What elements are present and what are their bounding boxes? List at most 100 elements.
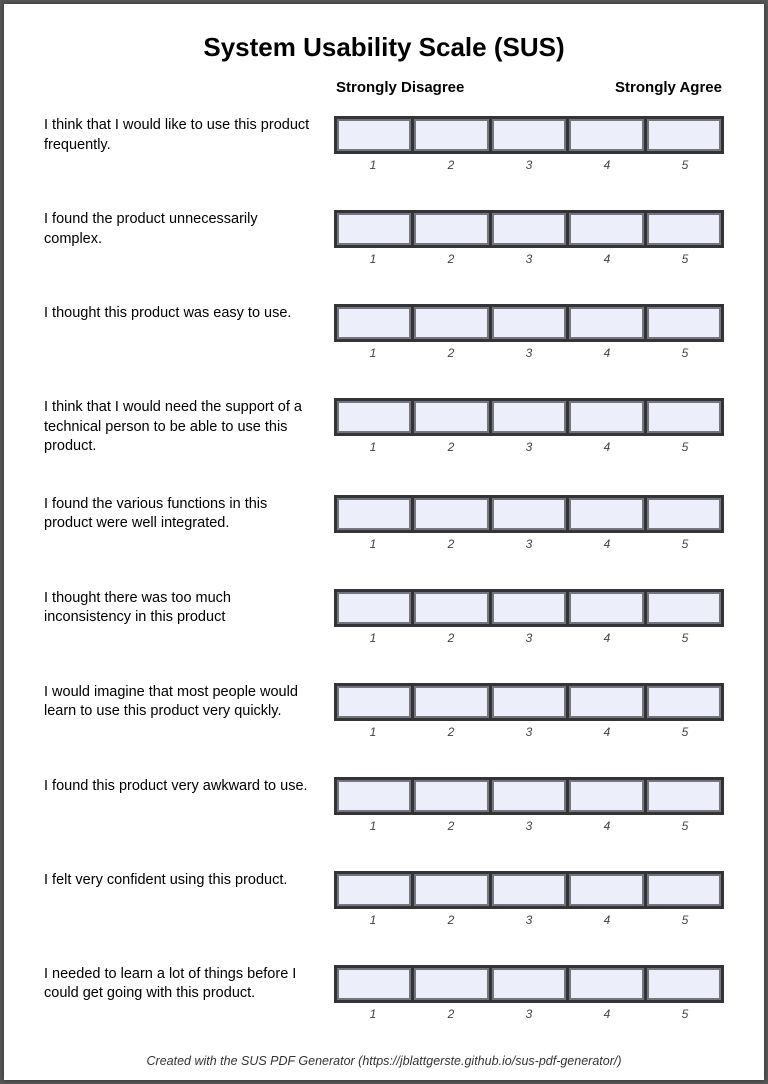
likert-box[interactable] bbox=[647, 119, 721, 151]
likert-number: 2 bbox=[412, 346, 490, 360]
likert-number: 1 bbox=[334, 158, 412, 172]
likert-boxes bbox=[334, 398, 724, 436]
likert-box[interactable] bbox=[414, 968, 488, 1000]
question-row: I think that I would like to use this pr… bbox=[44, 116, 724, 172]
likert-box[interactable] bbox=[337, 119, 411, 151]
likert-boxes bbox=[334, 116, 724, 154]
likert-box[interactable] bbox=[569, 498, 643, 530]
likert-box[interactable] bbox=[569, 401, 643, 433]
likert-number: 5 bbox=[646, 440, 724, 454]
likert-box[interactable] bbox=[647, 498, 721, 530]
likert-boxes bbox=[334, 210, 724, 248]
likert-box[interactable] bbox=[414, 119, 488, 151]
likert-box[interactable] bbox=[569, 968, 643, 1000]
likert-number: 1 bbox=[334, 252, 412, 266]
likert-box[interactable] bbox=[492, 401, 566, 433]
likert-box[interactable] bbox=[414, 780, 488, 812]
likert-numbers: 12345 bbox=[334, 537, 724, 551]
likert-number: 2 bbox=[412, 537, 490, 551]
likert-box[interactable] bbox=[569, 780, 643, 812]
likert-box[interactable] bbox=[337, 401, 411, 433]
likert-box[interactable] bbox=[569, 592, 643, 624]
likert-box[interactable] bbox=[492, 307, 566, 339]
question-row: I found the various functions in this pr… bbox=[44, 495, 724, 551]
likert-box[interactable] bbox=[569, 119, 643, 151]
likert-number: 1 bbox=[334, 346, 412, 360]
question-row: I found this product very awkward to use… bbox=[44, 777, 724, 833]
likert-box[interactable] bbox=[647, 874, 721, 906]
likert-box[interactable] bbox=[647, 307, 721, 339]
likert-number: 4 bbox=[568, 725, 646, 739]
likert-box[interactable] bbox=[492, 498, 566, 530]
likert-number: 3 bbox=[490, 1007, 568, 1021]
likert-box[interactable] bbox=[414, 686, 488, 718]
likert-number: 1 bbox=[334, 725, 412, 739]
likert-numbers: 12345 bbox=[334, 1007, 724, 1021]
likert-number: 4 bbox=[568, 158, 646, 172]
likert-box[interactable] bbox=[414, 307, 488, 339]
likert-box[interactable] bbox=[647, 968, 721, 1000]
likert-numbers: 12345 bbox=[334, 819, 724, 833]
likert-box[interactable] bbox=[337, 307, 411, 339]
likert-number: 5 bbox=[646, 631, 724, 645]
likert-box[interactable] bbox=[492, 874, 566, 906]
likert-box[interactable] bbox=[492, 968, 566, 1000]
likert-box[interactable] bbox=[337, 874, 411, 906]
likert-box[interactable] bbox=[569, 874, 643, 906]
likert-number: 4 bbox=[568, 631, 646, 645]
likert-box[interactable] bbox=[337, 592, 411, 624]
likert-boxes bbox=[334, 683, 724, 721]
likert-scale: 12345 bbox=[334, 116, 724, 172]
likert-box[interactable] bbox=[569, 686, 643, 718]
likert-number: 5 bbox=[646, 1007, 724, 1021]
likert-box[interactable] bbox=[647, 592, 721, 624]
question-text: I thought there was too much inconsisten… bbox=[44, 589, 334, 628]
likert-number: 4 bbox=[568, 819, 646, 833]
likert-number: 3 bbox=[490, 819, 568, 833]
likert-box[interactable] bbox=[414, 874, 488, 906]
question-text: I think that I would need the support of… bbox=[44, 398, 334, 457]
likert-box[interactable] bbox=[414, 213, 488, 245]
likert-box[interactable] bbox=[337, 780, 411, 812]
likert-scale: 12345 bbox=[334, 589, 724, 645]
question-text: I found this product very awkward to use… bbox=[44, 777, 334, 797]
likert-box[interactable] bbox=[647, 401, 721, 433]
likert-number: 2 bbox=[412, 913, 490, 927]
likert-box[interactable] bbox=[492, 213, 566, 245]
document-page: System Usability Scale (SUS) Strongly Di… bbox=[4, 4, 764, 1080]
question-text: I felt very confident using this product… bbox=[44, 871, 334, 891]
likert-number: 5 bbox=[646, 913, 724, 927]
likert-box[interactable] bbox=[647, 213, 721, 245]
question-text: I found the various functions in this pr… bbox=[44, 495, 334, 534]
likert-number: 2 bbox=[412, 252, 490, 266]
likert-box[interactable] bbox=[492, 686, 566, 718]
likert-box[interactable] bbox=[414, 498, 488, 530]
likert-box[interactable] bbox=[414, 592, 488, 624]
likert-box[interactable] bbox=[337, 498, 411, 530]
likert-number: 3 bbox=[490, 537, 568, 551]
likert-box[interactable] bbox=[492, 592, 566, 624]
likert-box[interactable] bbox=[337, 686, 411, 718]
likert-box[interactable] bbox=[492, 119, 566, 151]
likert-number: 1 bbox=[334, 819, 412, 833]
likert-box[interactable] bbox=[647, 686, 721, 718]
header-spacer bbox=[44, 79, 334, 96]
likert-box[interactable] bbox=[492, 780, 566, 812]
likert-number: 3 bbox=[490, 158, 568, 172]
scale-header: Strongly Disagree Strongly Agree bbox=[44, 79, 724, 96]
likert-number: 3 bbox=[490, 631, 568, 645]
likert-number: 2 bbox=[412, 819, 490, 833]
likert-number: 5 bbox=[646, 537, 724, 551]
likert-scale: 12345 bbox=[334, 495, 724, 551]
likert-number: 1 bbox=[334, 440, 412, 454]
likert-box[interactable] bbox=[569, 307, 643, 339]
likert-box[interactable] bbox=[569, 213, 643, 245]
likert-box[interactable] bbox=[414, 401, 488, 433]
likert-box[interactable] bbox=[337, 213, 411, 245]
likert-box[interactable] bbox=[647, 780, 721, 812]
likert-scale: 12345 bbox=[334, 871, 724, 927]
likert-boxes bbox=[334, 589, 724, 627]
likert-box[interactable] bbox=[337, 968, 411, 1000]
likert-number: 4 bbox=[568, 252, 646, 266]
likert-number: 5 bbox=[646, 819, 724, 833]
